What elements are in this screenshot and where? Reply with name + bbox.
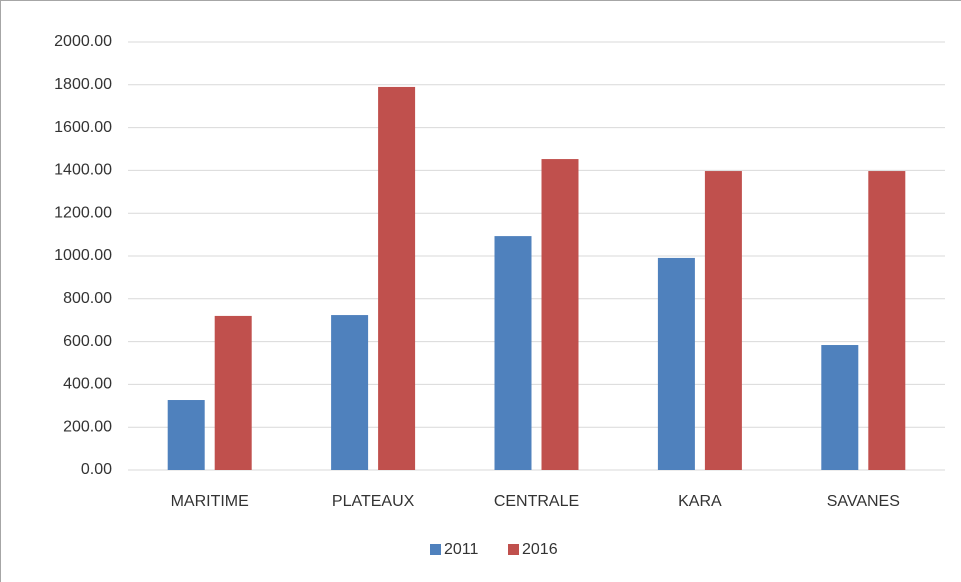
bar	[214, 315, 252, 470]
legend-label: 2011	[444, 541, 479, 558]
bar	[704, 171, 742, 471]
legend-swatch	[430, 544, 441, 555]
y-tick-label: 400.00	[63, 376, 112, 393]
x-tick-label: SAVANES	[827, 493, 900, 510]
x-tick-label: KARA	[678, 493, 722, 510]
y-tick-label: 800.00	[63, 290, 112, 307]
bar	[821, 345, 859, 470]
x-tick-label: PLATEAUX	[332, 493, 415, 510]
legend-swatch	[508, 544, 519, 555]
x-tick-label: CENTRALE	[494, 493, 579, 510]
bar	[541, 159, 579, 471]
y-tick-label: 600.00	[63, 333, 112, 350]
y-tick-label: 1800.00	[54, 76, 112, 93]
bar	[331, 315, 369, 470]
bar	[657, 257, 695, 470]
legend-label: 2016	[522, 541, 558, 558]
y-tick-label: 2000.00	[54, 33, 112, 50]
x-tick-label: MARITIME	[171, 493, 249, 510]
bar	[167, 400, 205, 470]
y-tick-label: 1600.00	[54, 119, 112, 136]
y-tick-label: 1200.00	[54, 204, 112, 221]
y-tick-label: 1400.00	[54, 162, 112, 179]
bar	[378, 86, 416, 470]
y-tick-label: 0.00	[81, 461, 112, 478]
bar	[494, 236, 532, 470]
bar	[868, 171, 906, 471]
y-tick-label: 200.00	[63, 418, 112, 435]
y-tick-label: 1000.00	[54, 247, 112, 264]
